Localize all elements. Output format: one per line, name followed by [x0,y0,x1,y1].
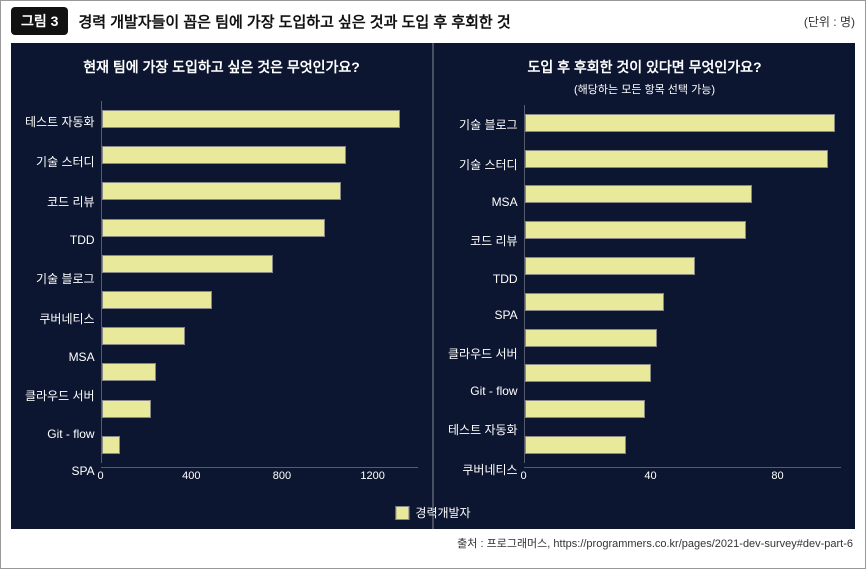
bar [525,436,626,454]
xtick: 1200 [360,470,384,482]
ylabel: 기술 블로그 [25,270,95,287]
left-panel: 현재 팀에 가장 도입하고 싶은 것은 무엇인가요? 테스트 자동화기술 스터디… [11,43,432,529]
bar [525,364,652,382]
figure-badge: 그림 3 [11,7,68,35]
bar-row [102,289,418,311]
bar [102,327,186,345]
ylabel: 클라우드 서버 [25,387,95,404]
ylabel: 코드 리뷰 [448,232,518,249]
legend: 경력개발자 [395,504,470,521]
bar [102,182,342,200]
figure-unit: (단위 : 명) [804,13,855,30]
right-xaxis: 0 40 80 [524,467,841,489]
bar-row [102,144,418,166]
ylabel: 테스트 자동화 [448,421,518,438]
bar-row [102,108,418,130]
ylabel: 쿠버네티스 [25,310,95,327]
legend-swatch [395,506,409,520]
right-panel-title: 도입 후 후회한 것이 있다면 무엇인가요? [448,57,841,77]
left-ylabels: 테스트 자동화기술 스터디코드 리뷰 TDD 기술 블로그쿠버네티스 MSA 클라우드 … [25,101,101,489]
bar-row [525,327,841,349]
left-bars [101,101,418,463]
bar [525,329,658,347]
bar-row [525,255,841,277]
bar [102,219,326,237]
ylabel: MSA [448,195,518,209]
ylabel: Git - flow [448,384,518,398]
bar-row [102,398,418,420]
bar [102,146,346,164]
figure-title: 경력 개발자들이 꼽은 팀에 가장 도입하고 싶은 것과 도입 후 후회한 것 [78,11,803,32]
left-panel-title: 현재 팀에 가장 도입하고 싶은 것은 무엇인가요? [25,57,418,77]
ylabel: 기술 스터디 [25,153,95,170]
xtick: 40 [644,470,656,482]
bar [525,293,664,311]
bar [102,291,213,309]
bar [102,363,156,381]
bar-row [525,398,841,420]
ylabel: 테스트 자동화 [25,113,95,130]
bar-row [525,183,841,205]
ylabel: 코드 리뷰 [25,193,95,210]
ylabel: 클라우드 서버 [448,345,518,362]
figure: 그림 3 경력 개발자들이 꼽은 팀에 가장 도입하고 싶은 것과 도입 후 후… [0,0,866,569]
bar-row [525,362,841,384]
bar-row [525,219,841,241]
bar-row [525,148,841,170]
bar-row [102,217,418,239]
left-chart: 테스트 자동화기술 스터디코드 리뷰 TDD 기술 블로그쿠버네티스 MSA 클라우드 … [25,101,418,489]
bar-row [102,253,418,275]
xtick: 400 [182,470,200,482]
bar [102,255,274,273]
left-xaxis: 0 400 800 1200 [101,467,418,489]
ylabel: TDD [448,272,518,286]
ylabel: TDD [25,233,95,247]
ylabel: MSA [25,350,95,364]
bar-row [102,361,418,383]
ylabel: 쿠버네티스 [448,461,518,478]
bar [102,436,120,454]
bar [525,257,696,275]
right-bars [524,105,841,463]
right-panel: 도입 후 후회한 것이 있다면 무엇인가요? (해당하는 모든 항목 선택 가능… [434,43,855,529]
bar-row [102,180,418,202]
bar-row [525,112,841,134]
right-panel-subtitle: (해당하는 모든 항목 선택 가능) [448,81,841,97]
ylabel: 기술 스터디 [448,156,518,173]
xtick: 80 [771,470,783,482]
bar-row [102,434,418,456]
ylabel: SPA [448,308,518,322]
ylabel: 기술 블로그 [448,116,518,133]
xtick: 800 [273,470,291,482]
bar [525,400,645,418]
xtick: 0 [98,470,104,482]
plot-area: 현재 팀에 가장 도입하고 싶은 것은 무엇인가요? 테스트 자동화기술 스터디… [11,43,855,529]
bar [102,400,152,418]
right-chart: 기술 블로그기술 스터디 MSA 코드 리뷰 TDD SPA 클라우드 서버 Git - f… [448,105,841,489]
bar [525,185,753,203]
bar [525,114,835,132]
bar-row [525,291,841,313]
bar [102,110,400,128]
ylabel: Git - flow [25,427,95,441]
header-row: 그림 3 경력 개발자들이 꼽은 팀에 가장 도입하고 싶은 것과 도입 후 후… [1,1,865,37]
bar-row [525,434,841,456]
bar-row [102,325,418,347]
xtick: 0 [521,470,527,482]
bar [525,221,746,239]
right-ylabels: 기술 블로그기술 스터디 MSA 코드 리뷰 TDD SPA 클라우드 서버 Git - f… [448,105,524,489]
bar [525,150,829,168]
ylabel: SPA [25,464,95,478]
legend-label: 경력개발자 [415,504,470,521]
source-text: 출처 : 프로그래머스, https://programmers.co.kr/p… [1,533,865,551]
left-panel-subtitle [25,81,418,93]
